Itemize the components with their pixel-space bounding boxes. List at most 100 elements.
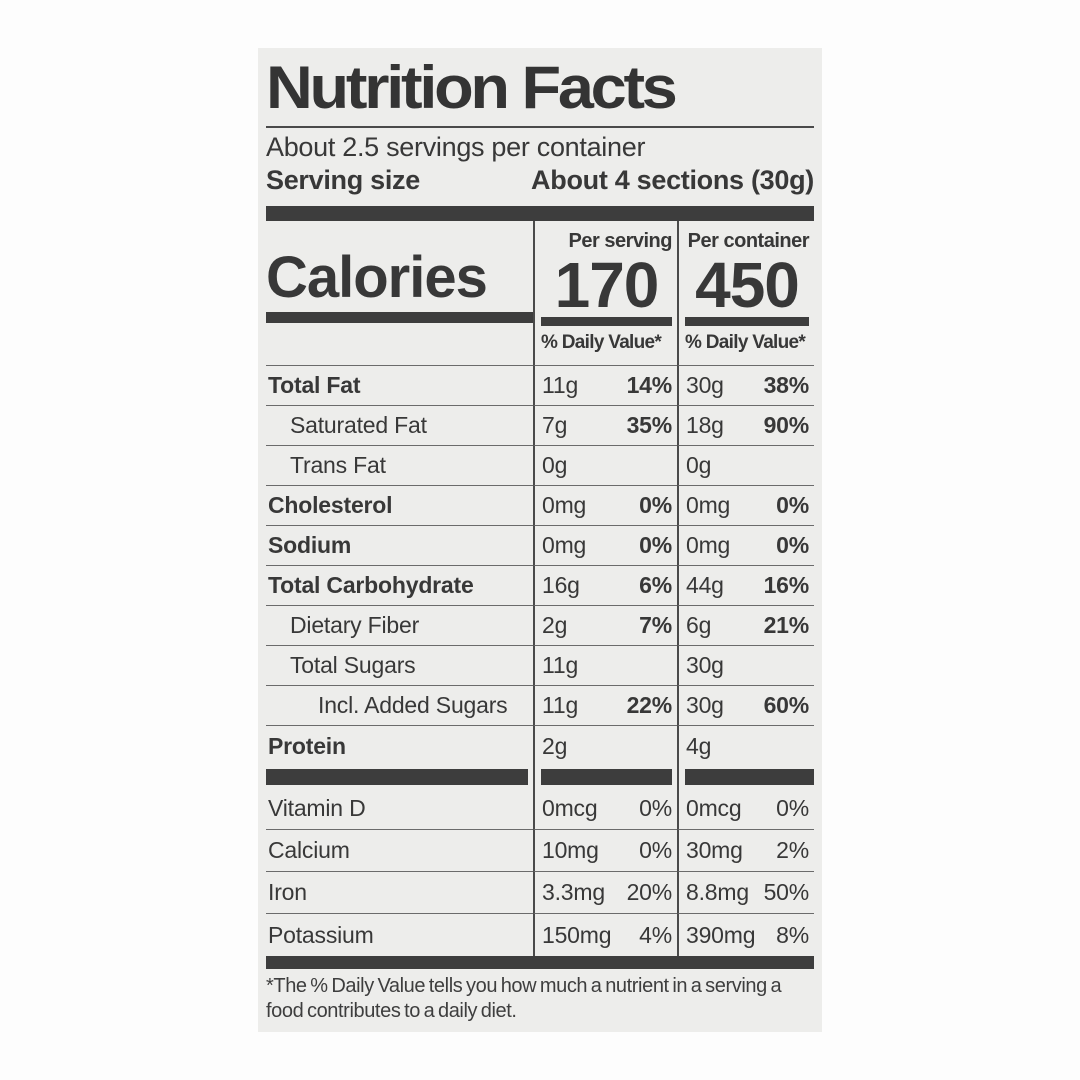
per-container-header: Per container <box>687 230 810 252</box>
serving-daily-value: 6% <box>639 572 672 598</box>
serving-size-label: Serving size <box>266 165 420 195</box>
serving-amount: 150mg <box>542 921 612 948</box>
nutrient-name: Potassium <box>268 921 374 948</box>
container-value-cell: 30g 60% <box>677 686 814 726</box>
container-value-cell: 0mg 0% <box>677 486 814 526</box>
serving-amount: 3.3mg <box>542 879 605 905</box>
container-daily-value: 38% <box>763 372 810 398</box>
container-amount: 30g <box>686 692 724 718</box>
nutrition-facts-title: Nutrition Facts <box>266 54 678 121</box>
nutrient-row-total-sugars: Total Sugars 11g 30g <box>266 646 814 686</box>
nutrient-name: Total Fat <box>266 366 533 406</box>
container-daily-value: 0% <box>776 532 809 558</box>
nutrient-row-saturated-fat: Saturated Fat 7g 35% 18g 90% <box>266 406 814 446</box>
serving-amount: 10mg <box>542 837 599 863</box>
serving-daily-value: 35% <box>626 412 673 438</box>
nutrient-row-calcium: Calcium 10mg 0% 30mg 2% <box>266 830 814 872</box>
container-value-cell: 0mcg 0% <box>677 788 814 830</box>
container-daily-value: 0% <box>776 492 809 518</box>
nutrition-facts-label: Nutrition Facts About 2.5 servings per c… <box>258 48 822 1032</box>
container-daily-value: 8% <box>776 921 809 948</box>
container-amount: 390mg <box>686 921 756 948</box>
serving-daily-value: 4% <box>639 921 672 948</box>
container-value-cell: 30mg 2% <box>677 830 814 872</box>
nutrient-name: Total Sugars <box>266 646 533 686</box>
calories-word: Calories <box>266 245 488 310</box>
separator-bar <box>541 769 672 785</box>
serving-value-cell: 0g <box>533 446 677 486</box>
serving-amount: 0g <box>542 452 568 478</box>
container-daily-value: 2% <box>776 837 809 863</box>
per-container-underline-bar <box>685 317 809 326</box>
servings-per-container-text: About 2.5 servings per container <box>266 132 646 162</box>
serving-value-cell: 2g 7% <box>533 606 677 646</box>
serving-amount: 7g <box>542 412 568 438</box>
serving-value-cell: 0mg 0% <box>533 526 677 566</box>
per-serving-calories-cell: Per serving 170 % Daily Value* <box>533 221 677 366</box>
nutrient-row-potassium: Potassium 150mg 4% 390mg 8% <box>266 914 814 956</box>
container-amount: 0mg <box>686 532 731 558</box>
nutrient-name: Protein <box>268 732 346 759</box>
nutrient-name: Incl. Added Sugars <box>266 686 533 726</box>
serving-daily-value: 0% <box>639 795 672 821</box>
serving-daily-value: 0% <box>639 492 672 518</box>
container-amount: 0mg <box>686 492 731 518</box>
serving-value-cell: 16g 6% <box>533 566 677 606</box>
nutrient-row-vitamin-d: Vitamin D 0mcg 0% 0mcg 0% <box>266 788 814 830</box>
container-amount: 4g <box>686 732 712 759</box>
top-thick-bar <box>266 206 814 221</box>
separator-bar-segment <box>677 766 814 788</box>
nutrient-row-trans-fat: Trans Fat 0g 0g <box>266 446 814 486</box>
nutrient-row-iron: Iron 3.3mg 20% 8.8mg 50% <box>266 872 814 914</box>
separator-bar <box>685 769 814 785</box>
container-amount: 18g <box>686 412 724 438</box>
serving-amount: 11g <box>542 692 579 718</box>
container-amount: 30mg <box>686 837 743 863</box>
per-container-calories-cell: Per container 450 % Daily Value* <box>677 221 814 366</box>
container-daily-value: 50% <box>763 879 810 905</box>
serving-daily-value: 14% <box>626 372 673 398</box>
per-container-daily-value-header: % Daily Value* <box>685 332 806 353</box>
serving-value-cell: 150mg 4% <box>533 914 677 956</box>
container-daily-value: 60% <box>763 692 810 718</box>
container-value-cell: 0mg 0% <box>677 526 814 566</box>
container-daily-value: 21% <box>763 612 810 638</box>
calories-name-cell: Calories <box>266 221 533 366</box>
nutrient-name: Total Carbohydrate <box>266 566 533 606</box>
title-divider-rule <box>266 126 814 128</box>
nutrient-name: Calcium <box>266 830 533 872</box>
container-daily-value: 90% <box>763 412 810 438</box>
serving-value-cell: 0mcg 0% <box>533 788 677 830</box>
nutrient-row-added-sugars: Incl. Added Sugars 11g 22% 30g 60% <box>266 686 814 726</box>
container-value-cell: 44g 16% <box>677 566 814 606</box>
serving-value-cell: 7g 35% <box>533 406 677 446</box>
per-container-calories-value: 450 <box>695 249 800 321</box>
nutrient-row-total-fat: Total Fat 11g 14% 30g 38% <box>266 366 814 406</box>
nutrient-name: Saturated Fat <box>266 406 533 446</box>
serving-amount: 2g <box>542 732 568 759</box>
container-amount: 0g <box>686 452 712 478</box>
container-value-cell: 8.8mg 50% <box>677 872 814 914</box>
container-amount: 8.8mg <box>686 879 749 905</box>
container-amount: 30g <box>686 372 724 398</box>
serving-daily-value: 0% <box>639 532 672 558</box>
serving-amount: 16g <box>542 572 580 598</box>
separator-bar <box>266 769 528 785</box>
per-serving-daily-value-header: % Daily Value* <box>541 332 662 353</box>
per-serving-calories-value: 170 <box>554 249 660 321</box>
nutrient-name: Sodium <box>266 526 533 566</box>
nutrient-row-protein: Protein 2g 4g <box>266 726 814 766</box>
bottom-thick-bar <box>266 956 814 969</box>
nutrient-name: Dietary Fiber <box>266 606 533 646</box>
serving-daily-value: 20% <box>626 879 673 905</box>
serving-value-cell: 11g 14% <box>533 366 677 406</box>
container-value-cell: 0g <box>677 446 814 486</box>
serving-daily-value: 7% <box>639 612 672 638</box>
nutrient-row-sodium: Sodium 0mg 0% 0mg 0% <box>266 526 814 566</box>
per-serving-underline-bar <box>541 317 672 326</box>
container-value-cell: 18g 90% <box>677 406 814 446</box>
container-value-cell: 4g <box>677 726 814 766</box>
serving-value-cell: 3.3mg 20% <box>533 872 677 914</box>
serving-size-row: Serving size About 4 sections (30g) <box>266 164 814 197</box>
nutrient-name: Cholesterol <box>266 486 533 526</box>
